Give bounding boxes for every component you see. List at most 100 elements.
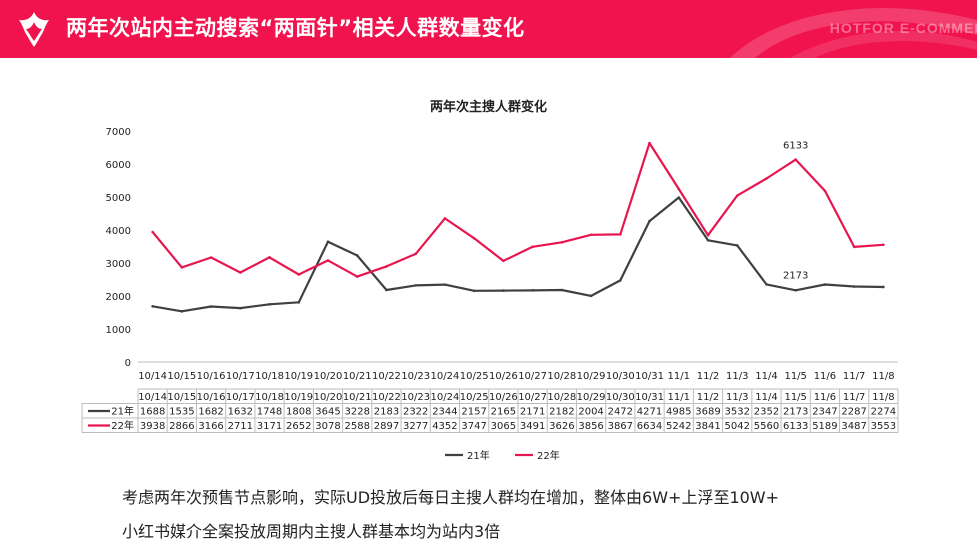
table-cell: 3065 xyxy=(491,421,516,432)
x-tick-label: 10/22 xyxy=(372,371,401,382)
table-cell: 3645 xyxy=(315,407,340,418)
table-cell: 2182 xyxy=(549,407,574,418)
x-tick-label: 10/23 xyxy=(401,371,430,382)
series-line-1 xyxy=(151,142,884,278)
table-cell: 3171 xyxy=(257,421,282,432)
series-point-0 xyxy=(385,288,388,292)
table-cell: 2588 xyxy=(345,421,370,432)
table-cell: 2352 xyxy=(754,407,779,418)
y-tick-label: 3000 xyxy=(106,259,131,270)
series-point-1 xyxy=(209,256,213,259)
series-point-0 xyxy=(502,289,505,292)
y-tick-label: 0 xyxy=(125,358,131,369)
table-header-cell: 11/5 xyxy=(784,392,806,403)
series-point-0 xyxy=(151,304,154,308)
x-tick-label: 10/18 xyxy=(255,371,284,382)
table-cell: 2171 xyxy=(520,407,545,418)
table-header-cell: 11/1 xyxy=(668,392,690,403)
table-header-cell: 11/3 xyxy=(726,392,748,403)
data-annotation: 2173 xyxy=(783,270,808,281)
series-point-0 xyxy=(882,285,885,289)
x-tick-label: 10/29 xyxy=(577,371,606,382)
series-point-0 xyxy=(268,303,271,306)
table-cell: 2183 xyxy=(374,407,399,418)
table-cell: 1748 xyxy=(257,407,282,418)
x-tick-label: 10/27 xyxy=(518,371,547,382)
series-point-0 xyxy=(706,238,710,242)
table-header-cell: 10/26 xyxy=(489,392,518,403)
table-cell: 1535 xyxy=(169,407,194,418)
table-cell: 2347 xyxy=(812,407,837,418)
table-cell: 4271 xyxy=(637,407,662,418)
table-header-cell: 11/6 xyxy=(814,392,836,403)
table-header-cell: 10/24 xyxy=(431,392,460,403)
series-point-1 xyxy=(151,230,154,234)
legend-label: 21年 xyxy=(467,449,490,462)
y-tick-label: 6000 xyxy=(106,160,131,171)
table-header-cell: 10/16 xyxy=(197,392,226,403)
x-tick-label: 10/26 xyxy=(489,371,518,382)
x-tick-label: 10/15 xyxy=(167,371,196,382)
table-header-cell: 10/19 xyxy=(284,392,313,403)
y-tick-label: 1000 xyxy=(106,325,131,336)
table-header-cell: 10/23 xyxy=(401,392,430,403)
table-cell: 2157 xyxy=(461,407,486,418)
series-point-0 xyxy=(443,283,447,286)
decorative-swoosh xyxy=(730,8,977,58)
x-tick-label: 10/30 xyxy=(606,371,635,382)
series-point-0 xyxy=(180,310,184,313)
y-tick-label: 2000 xyxy=(106,292,131,303)
table-cell: 2274 xyxy=(871,407,896,418)
series-point-0 xyxy=(326,240,330,244)
table-cell: 3553 xyxy=(871,421,896,432)
table-header-cell: 10/30 xyxy=(606,392,635,403)
table-header-cell: 10/28 xyxy=(547,392,576,403)
series-point-1 xyxy=(297,273,301,276)
table-cell: 4985 xyxy=(666,407,691,418)
series-point-1 xyxy=(180,266,184,269)
series-point-1 xyxy=(677,187,681,191)
x-tick-label: 11/4 xyxy=(755,371,777,382)
series-point-1 xyxy=(619,233,622,236)
y-tick-label: 5000 xyxy=(106,193,131,204)
table-cell: 3626 xyxy=(549,421,574,432)
x-tick-label: 11/5 xyxy=(784,371,806,382)
table-header-cell: 11/8 xyxy=(872,392,894,403)
table-cell: 2866 xyxy=(169,421,194,432)
series-point-0 xyxy=(735,244,739,247)
table-header-cell: 10/14 xyxy=(138,392,167,403)
data-annotation: 6133 xyxy=(783,141,808,152)
series-point-1 xyxy=(560,241,564,244)
series-point-0 xyxy=(648,219,651,223)
x-tick-label: 11/6 xyxy=(814,371,836,382)
x-tick-label: 11/3 xyxy=(726,371,748,382)
series-point-0 xyxy=(619,279,622,282)
x-tick-label: 10/14 xyxy=(138,371,167,382)
table-header-cell: 11/2 xyxy=(697,392,719,403)
table-row-label: 22年 xyxy=(111,419,134,432)
series-point-1 xyxy=(765,177,768,180)
table-cell: 5189 xyxy=(812,421,837,432)
table-header-cell: 10/27 xyxy=(518,392,547,403)
table-header-cell: 11/4 xyxy=(755,392,777,403)
table-header-cell: 10/31 xyxy=(635,392,664,403)
x-tick-label: 11/2 xyxy=(697,371,719,382)
table-header-cell: 10/17 xyxy=(226,392,255,403)
series-point-1 xyxy=(355,275,359,278)
x-tick-label: 11/8 xyxy=(872,371,894,382)
table-header-cell: 10/22 xyxy=(372,392,401,403)
series-point-1 xyxy=(823,189,827,193)
table-cell: 5042 xyxy=(725,421,750,432)
table-cell: 6133 xyxy=(783,421,808,432)
table-cell: 2344 xyxy=(432,407,457,418)
series-point-1 xyxy=(472,237,476,240)
series-point-1 xyxy=(648,141,651,145)
x-tick-label: 10/28 xyxy=(547,371,576,382)
x-tick-label: 10/31 xyxy=(635,371,664,382)
series-point-0 xyxy=(531,289,534,292)
series-point-1 xyxy=(502,259,505,263)
table-cell: 1682 xyxy=(198,407,223,418)
series-point-1 xyxy=(706,233,710,237)
table-cell: 2897 xyxy=(374,421,399,432)
table-cell: 3078 xyxy=(315,421,340,432)
